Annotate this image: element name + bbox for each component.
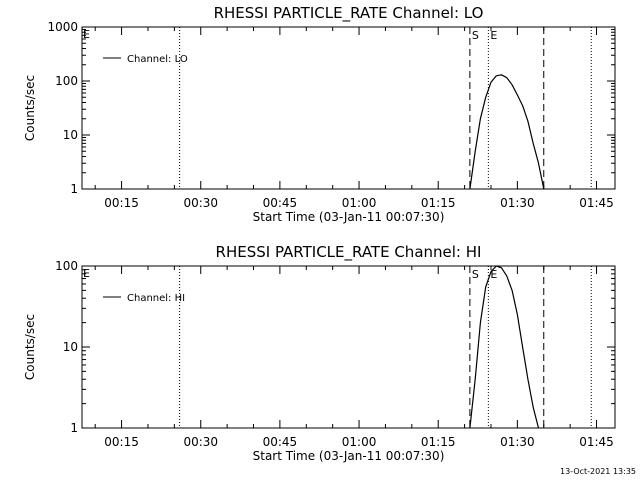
dotted-marker-label: E xyxy=(490,29,497,42)
y-tick-label: 10 xyxy=(63,340,78,354)
x-tick-label: 00:45 xyxy=(263,196,298,210)
plot-frame xyxy=(81,265,616,429)
series-line-chart1-0 xyxy=(469,265,540,429)
x-tick-label: 00:45 xyxy=(263,435,298,449)
x-tick-label: 01:15 xyxy=(421,435,456,449)
legend-label: Channel: HI xyxy=(127,293,185,304)
chart-title: RHESSI PARTICLE_RATE Channel: LO xyxy=(214,4,484,23)
corner-marker-label: E xyxy=(83,28,90,41)
x-tick-label: 00:15 xyxy=(104,196,139,210)
y-axis-label: Counts/sec xyxy=(23,75,37,141)
legend-label: Channel: LO xyxy=(127,54,188,65)
x-axis-label: Start Time (03-Jan-11 00:07:30) xyxy=(253,210,445,224)
x-tick-label: 01:00 xyxy=(342,435,377,449)
y-tick-label: 100 xyxy=(55,74,78,88)
y-tick-label: 1000 xyxy=(47,20,78,34)
x-tick-label: 00:30 xyxy=(183,196,218,210)
dotted-marker-label: E xyxy=(490,268,497,281)
x-tick-label: 01:30 xyxy=(500,196,535,210)
x-axis-label: Start Time (03-Jan-11 00:07:30) xyxy=(253,449,445,463)
dashed-marker-label: S xyxy=(472,268,479,281)
timestamp-footer: 13-Oct-2021 13:35 xyxy=(560,467,636,476)
panel-hi: RHESSI PARTICLE_RATE Channel: HI 00:15 00:… xyxy=(23,243,616,463)
x-tick-label: 01:45 xyxy=(579,196,614,210)
y-tick-label: 10 xyxy=(63,128,78,142)
x-tick-label: 01:45 xyxy=(579,435,614,449)
panel-lo: RHESSI PARTICLE_RATE Channel: LO 00:15 00:… xyxy=(23,4,616,224)
corner-marker-label: E xyxy=(83,267,90,280)
series-line-chart0-0 xyxy=(469,74,545,190)
x-tick-label: 01:15 xyxy=(421,196,456,210)
plot-frame xyxy=(81,26,616,190)
y-tick-label: 100 xyxy=(55,259,78,273)
y-tick-label: 1 xyxy=(70,421,78,435)
dashed-marker-label: S xyxy=(472,29,479,42)
y-tick-label: 1 xyxy=(70,182,78,196)
y-axis-label: Counts/sec xyxy=(23,314,37,380)
x-tick-label: 00:30 xyxy=(183,435,218,449)
x-tick-label: 00:15 xyxy=(104,435,139,449)
chart-title: RHESSI PARTICLE_RATE Channel: HI xyxy=(216,243,482,262)
x-tick-label: 01:00 xyxy=(342,196,377,210)
x-tick-label: 01:30 xyxy=(500,435,535,449)
